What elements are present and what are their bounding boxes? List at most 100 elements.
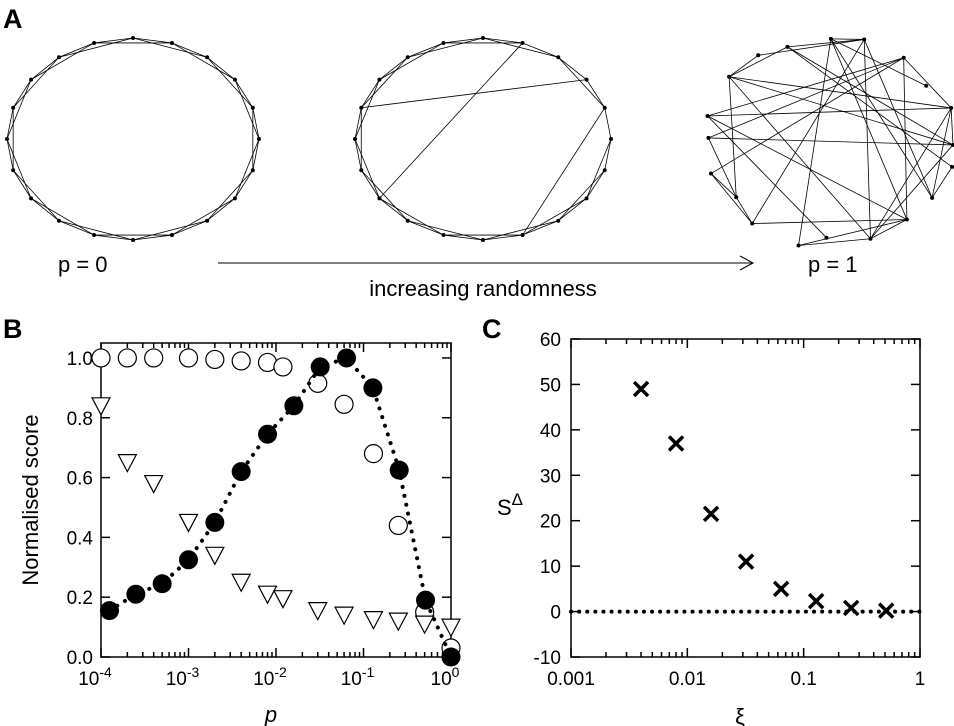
network-edge [863, 39, 933, 198]
network-edge [710, 57, 904, 174]
filled-circle-point [179, 550, 198, 570]
network-edge [787, 46, 953, 168]
network-node [734, 195, 739, 200]
network-node [828, 36, 833, 41]
network-edge [407, 42, 444, 58]
filled-circle-point [152, 574, 172, 594]
network-edge [58, 37, 134, 58]
filled-circle-point [416, 590, 436, 610]
y-tick-label: 40 [540, 421, 561, 442]
network-node [359, 105, 364, 110]
network-node [405, 218, 410, 223]
panel-a-label: A [3, 4, 23, 34]
network-edge [482, 220, 559, 241]
panel-c-axes: 0.001 0.01 0.1 1 -10 0 10 20 30 40 50 60 [534, 330, 926, 690]
x-tick-label: 10-4 [78, 664, 112, 690]
y-tick-label: 0.6 [67, 469, 93, 490]
small-world-network [353, 36, 613, 242]
network-edge [94, 234, 134, 241]
filled-circle-point [389, 460, 409, 480]
network-node [441, 40, 446, 45]
open-circle-point [388, 515, 408, 536]
network-edge [586, 169, 606, 199]
cross-point [737, 553, 755, 570]
panel-a: A p = 0 p = 1 increasing randomness [3, 4, 954, 301]
network-node [56, 55, 61, 60]
network-edge [354, 138, 362, 171]
open-triangle-point [257, 585, 278, 605]
network-edge [557, 198, 587, 222]
open-circle-point [178, 348, 199, 368]
network-edge [58, 42, 95, 58]
network-edge [132, 37, 208, 58]
open-circle-point [308, 373, 328, 393]
network-edge [30, 198, 60, 222]
network-node [750, 221, 755, 226]
open-triangle-point [334, 606, 355, 626]
y-tick-label: 0.8 [67, 409, 93, 430]
cross-point [842, 599, 860, 617]
network-edge [360, 79, 380, 109]
network-node [862, 37, 867, 42]
network-edge [132, 220, 208, 241]
panel-b-ylabel: Normalised score [18, 414, 43, 585]
network-node [232, 196, 237, 201]
open-circle-point [334, 394, 354, 414]
network-node [29, 77, 34, 82]
network-node [353, 137, 357, 141]
network-edge [360, 169, 409, 221]
network-node [868, 236, 873, 241]
network-edge [482, 37, 523, 44]
open-triangle-point [231, 573, 252, 593]
network-edge [798, 219, 907, 246]
network-edge [903, 57, 908, 220]
network-edge [132, 37, 172, 44]
network-edge [354, 79, 380, 140]
y-tick-label: 50 [540, 375, 561, 396]
open-triangle-point [178, 513, 199, 533]
filled-circle-point [99, 601, 119, 621]
network-node [930, 195, 935, 200]
network-edge [171, 42, 208, 58]
network-node [609, 137, 613, 141]
network-edge [751, 39, 865, 224]
network-edge [443, 37, 484, 44]
open-circle-point [205, 349, 225, 370]
network-node [785, 44, 790, 49]
network-edge [729, 76, 952, 109]
y-tick-label: 0.0 [67, 648, 93, 669]
network-edge [728, 54, 759, 78]
network-edge [710, 173, 753, 224]
cross-point [702, 505, 720, 523]
network-node [405, 55, 410, 60]
network-edge [12, 169, 60, 221]
network-node [756, 53, 761, 58]
network-edge [132, 234, 172, 241]
x-tick-label: 10-3 [166, 664, 200, 690]
x-tick-label: 0.01 [669, 669, 706, 690]
filled-circle-point [126, 584, 146, 604]
network-node [705, 113, 710, 118]
filled-circle-point [258, 424, 278, 444]
network-edge [787, 39, 865, 48]
network-edge [735, 196, 753, 224]
network-edge [12, 169, 32, 199]
network-node [796, 243, 801, 248]
network-node [441, 233, 446, 238]
network-edge [234, 138, 260, 199]
network-edge [407, 37, 484, 58]
network-edge [522, 198, 587, 236]
network-edge [870, 144, 954, 240]
network-edge [604, 138, 612, 171]
panel-c-ylabel: SΔ [497, 490, 523, 520]
network-node [520, 40, 525, 45]
network-node [708, 171, 713, 176]
panel-c-chart: C 0.001 0.01 0.1 1 -10 0 10 20 30 40 50 60 SΔ ξ [482, 314, 925, 726]
x-tick-label: 100 [431, 664, 460, 690]
p1-label: p = 1 [808, 252, 858, 277]
open-triangle-point [307, 602, 328, 621]
network-edge [379, 56, 409, 80]
panel-c-ylabel-sup: Δ [512, 490, 523, 509]
random-network [705, 36, 954, 248]
network-edge [354, 138, 380, 199]
